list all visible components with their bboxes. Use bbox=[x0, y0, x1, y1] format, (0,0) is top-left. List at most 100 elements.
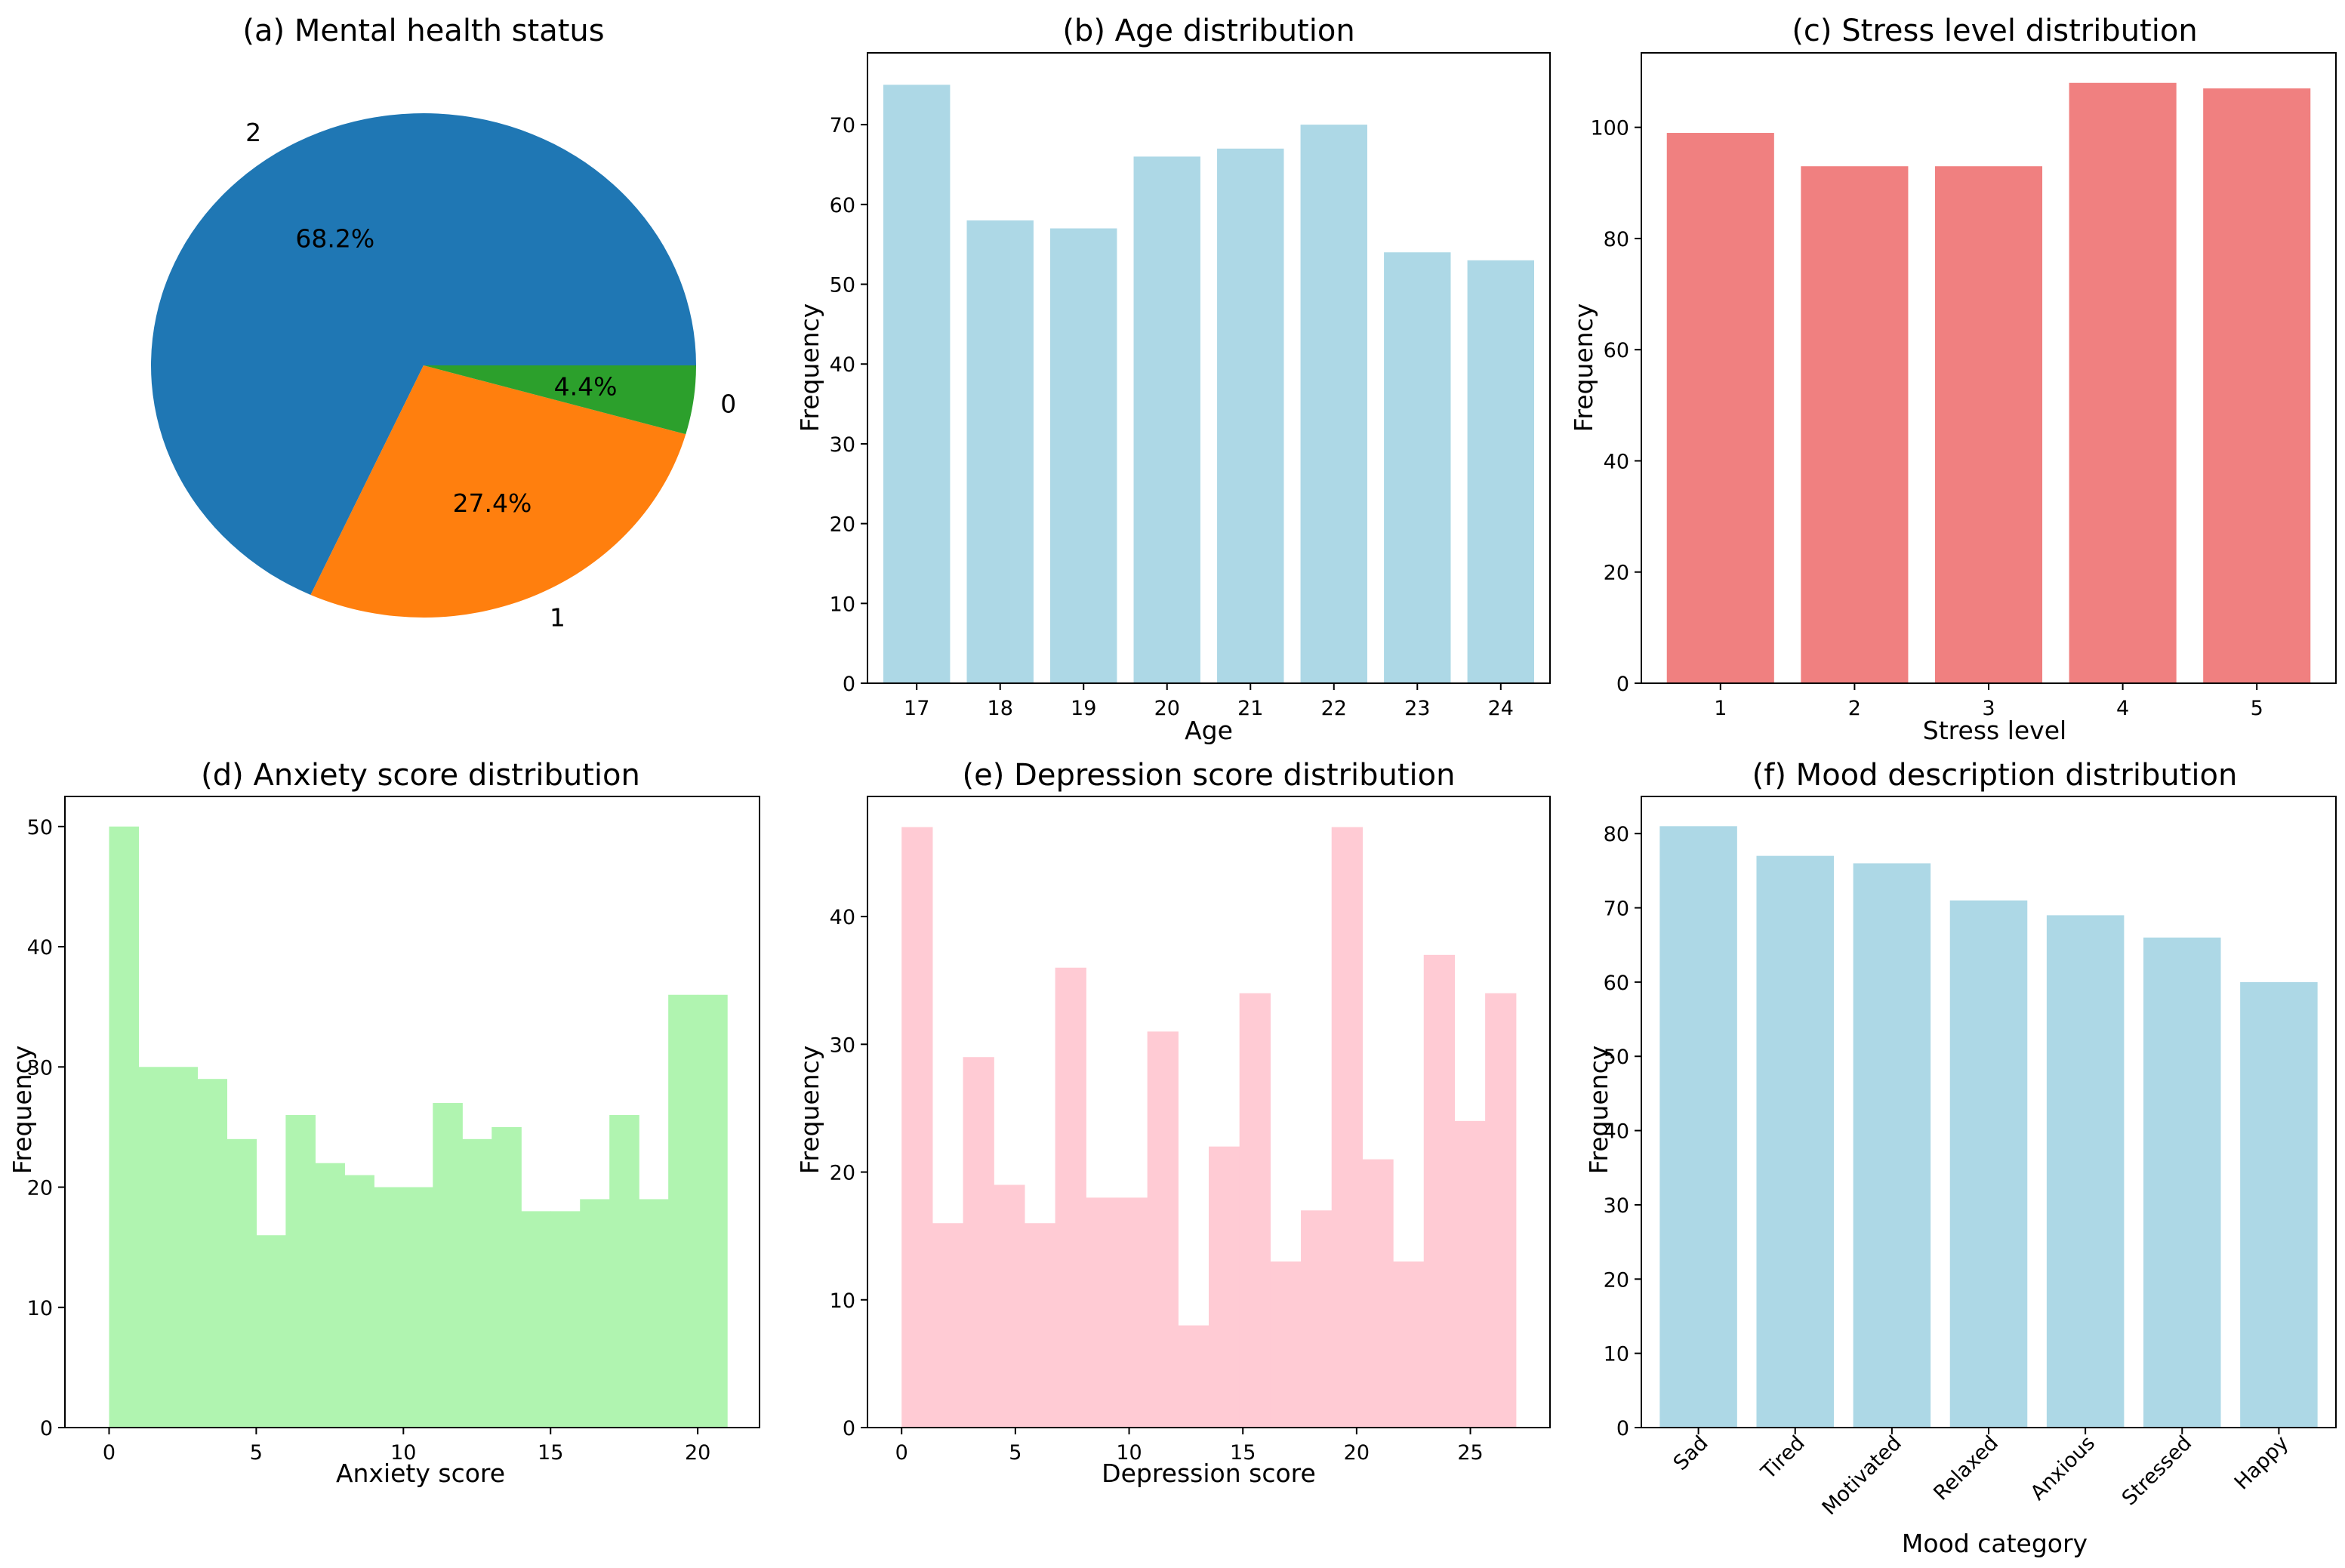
panel-c-xtick-label: 4 bbox=[2116, 697, 2129, 720]
panel-f-ytick-label: 40 bbox=[1604, 1120, 1629, 1144]
panel-e-title: (e) Depression score distribution bbox=[963, 758, 1456, 793]
panel-e-ylabel: Frequency bbox=[795, 1046, 824, 1174]
pie-labels: 2 68.2% 1 27.4% 0 4.4% bbox=[245, 118, 736, 632]
panel-d-xtick-label: 10 bbox=[390, 1441, 416, 1465]
panel-e-xtick-label: 20 bbox=[1344, 1441, 1370, 1465]
panel-c-title: (c) Stress level distribution bbox=[1792, 14, 2197, 48]
panel-e-hist-bar bbox=[963, 1057, 994, 1428]
panel-e-hist-bar bbox=[1454, 1120, 1486, 1428]
panel-e-hist-bar bbox=[1270, 1261, 1302, 1428]
panel-a-title: (a) Mental health status bbox=[242, 14, 604, 48]
panel-f-ytick-label: 0 bbox=[1616, 1417, 1629, 1440]
pie-slice-0 bbox=[424, 365, 696, 435]
panel-c-xlabel: Stress level bbox=[1923, 716, 2066, 745]
panel-d-hist-bar bbox=[256, 1235, 286, 1428]
panel-e-hist-bar bbox=[901, 827, 933, 1428]
panel-d-hist-bar bbox=[580, 1199, 610, 1428]
panel-d-hist-bar bbox=[197, 1079, 228, 1428]
panel-f-bar bbox=[2046, 915, 2125, 1428]
panel-e-hist-bar bbox=[932, 1223, 964, 1428]
panel-e-hist-bar bbox=[1362, 1159, 1394, 1428]
panel-d-ytick-label: 0 bbox=[40, 1417, 53, 1440]
panel-d-hist-bar bbox=[609, 1114, 639, 1428]
panel-f-ytick-label: 10 bbox=[1604, 1343, 1629, 1366]
panel-f-ytick-label: 70 bbox=[1604, 898, 1629, 921]
panel-e-xtick-label: 0 bbox=[895, 1441, 908, 1465]
panel-c-ylabel: Frequency bbox=[1569, 303, 1598, 432]
pie-slices bbox=[150, 113, 696, 618]
panel-e-ytick-label: 40 bbox=[830, 906, 855, 929]
panel-d-ytick-label: 40 bbox=[27, 936, 53, 960]
panel-d-hist-bar bbox=[433, 1103, 463, 1428]
panel-d-xlabel: Anxiety score bbox=[336, 1459, 505, 1488]
panel-d-hist-bar bbox=[698, 994, 728, 1428]
panel-f-xlabel: Mood category bbox=[1902, 1529, 2088, 1558]
panel-d-plot: 0 10 20 30 40 50 0 5 10 15 20 bbox=[27, 796, 760, 1465]
panel-c-xtick-label: 3 bbox=[1982, 697, 1995, 720]
panel-c-ytick-label: 40 bbox=[1604, 450, 1629, 473]
panel-d-hist-bar bbox=[344, 1175, 374, 1428]
pie-category-label: 1 bbox=[550, 602, 565, 632]
panel-b-ytick-label: 30 bbox=[830, 433, 855, 457]
panel-f-ytick-label: 50 bbox=[1604, 1046, 1629, 1069]
panel-d-hist-bar bbox=[226, 1138, 257, 1428]
panel-f-bar bbox=[1853, 863, 1931, 1428]
panel-b-title: (b) Age distribution bbox=[1062, 14, 1354, 48]
panel-d-hist-bar bbox=[109, 826, 140, 1428]
panel-f-bar bbox=[2240, 981, 2318, 1428]
panel-d-title: (d) Anxiety score distribution bbox=[201, 758, 640, 793]
panel-c-ytick-label: 100 bbox=[1590, 117, 1629, 140]
panel-e-hist-bar bbox=[1147, 1031, 1179, 1428]
panel-f-axes-frame bbox=[1641, 796, 2337, 1428]
panel-d-hist-bar bbox=[521, 1211, 551, 1428]
panel-b-bar bbox=[1300, 125, 1367, 683]
panel-e-hist-bar bbox=[1116, 1197, 1148, 1428]
panel-b-ytick-label: 10 bbox=[830, 593, 855, 616]
panel-e-xtick-label: 15 bbox=[1230, 1441, 1256, 1465]
panel-f-bar bbox=[1756, 855, 1834, 1428]
panel-f-ylabel: Frequency bbox=[1584, 1046, 1613, 1174]
panel-d-hist-bar bbox=[639, 1199, 669, 1428]
panel-d-hist-bar bbox=[491, 1126, 522, 1428]
panel-c-bar bbox=[2203, 88, 2311, 683]
panel-b-ytick-label: 50 bbox=[830, 274, 855, 297]
panel-d-ytick-label: 50 bbox=[27, 816, 53, 839]
panel-e-ytick-label: 10 bbox=[830, 1289, 855, 1313]
panel-f-bar bbox=[1949, 900, 2028, 1428]
panel-c-ytick-label: 80 bbox=[1604, 228, 1629, 251]
panel-b-bar bbox=[1384, 252, 1451, 684]
panel-e-hist-bar bbox=[1055, 967, 1086, 1428]
panel-c-stress-level-distribution: (c) Stress level distribution Stress lev… bbox=[1569, 14, 2337, 745]
panel-e-ytick-label: 30 bbox=[830, 1034, 855, 1057]
panel-e-hist-bar bbox=[994, 1184, 1025, 1428]
pie-category-label: 0 bbox=[720, 390, 736, 419]
panel-e-xtick-label: 10 bbox=[1116, 1441, 1142, 1465]
panel-e-hist-bar bbox=[1024, 1223, 1056, 1428]
panel-f-title: (f) Mood description distribution bbox=[1752, 758, 2238, 793]
panel-d-xtick-label: 20 bbox=[685, 1441, 710, 1465]
panel-c-bar bbox=[2069, 82, 2177, 683]
panel-b-xtick-label: 21 bbox=[1237, 697, 1263, 720]
panel-b-bar bbox=[1133, 156, 1200, 684]
panel-e-xtick-label: 25 bbox=[1457, 1441, 1483, 1465]
panel-e-hist-bar bbox=[1239, 993, 1271, 1428]
panel-a-mental-health-pie: (a) Mental health status 2 68.2% 1 27.4% 0 4.… bbox=[150, 14, 736, 632]
panel-b-xtick-label: 20 bbox=[1154, 697, 1180, 720]
panel-d-anxiety-score-histogram: (d) Anxiety score distribution Anxiety s… bbox=[8, 758, 760, 1488]
panel-c-bar bbox=[1934, 166, 2043, 683]
panel-b-ytick-label: 60 bbox=[830, 194, 855, 217]
panel-e-ytick-label: 0 bbox=[843, 1417, 855, 1440]
panel-d-hist-bar bbox=[403, 1187, 433, 1428]
panel-d-hist-bar bbox=[285, 1114, 316, 1428]
panel-f-bar bbox=[2143, 937, 2221, 1428]
panel-b-bar bbox=[966, 220, 1034, 683]
panel-b-ylabel: Frequency bbox=[795, 303, 824, 432]
panel-e-axes-frame bbox=[867, 796, 1551, 1428]
panel-b-ytick-label: 40 bbox=[830, 353, 855, 377]
panel-d-xtick-label: 5 bbox=[250, 1441, 263, 1465]
panel-c-axes-frame bbox=[1641, 52, 2337, 684]
panel-b-bar bbox=[1467, 260, 1535, 683]
panel-e-hist-bar bbox=[1086, 1197, 1117, 1428]
panel-e-plot: 0 10 20 30 40 0 5 10 15 20 25 bbox=[830, 796, 1551, 1465]
